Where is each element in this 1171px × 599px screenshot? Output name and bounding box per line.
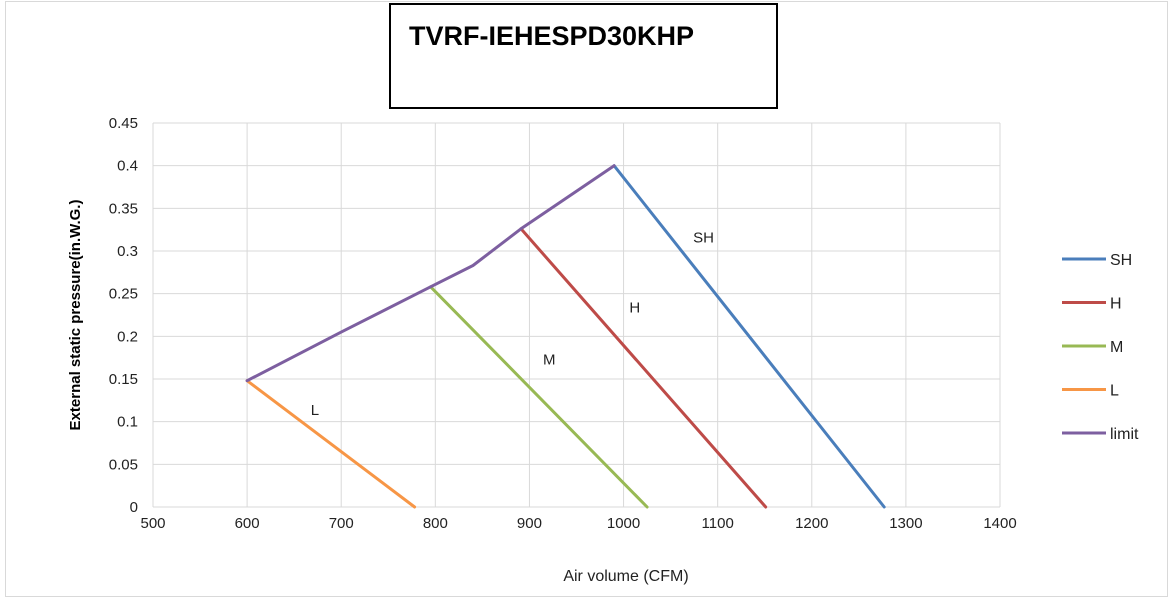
series-line-limit [245,164,616,383]
y-tick-label: 0.15 [109,371,138,388]
series-line-h [519,227,768,509]
annotation-label: L [311,402,319,419]
legend-label: M [1110,339,1123,356]
annotation-label: M [543,351,556,368]
x-tick-label: 800 [423,515,448,532]
y-tick-label: 0.25 [109,286,138,303]
y-tick-label: 0.45 [109,115,138,132]
series-lines [245,164,886,509]
x-tick-label: 1200 [795,515,828,532]
line-annotations: SH H M L [311,229,714,418]
x-tick-label: 1400 [983,515,1016,532]
x-tick-label: 700 [329,515,354,532]
y-tick-label: 0.1 [117,414,138,431]
x-tick-label: 1000 [607,515,640,532]
x-tick-label: 600 [235,515,260,532]
y-tick-label: 0.3 [117,243,138,260]
annotation-label: SH [693,229,714,246]
y-tick-label: 0.35 [109,200,138,217]
grid-lines [152,122,1001,508]
series-line-l [245,379,417,509]
x-tick-label: 900 [517,515,542,532]
x-tick-label: 1100 [702,515,734,532]
x-tick-label: 1300 [889,515,922,532]
legend-label: H [1110,296,1122,313]
x-axis-title: Air volume (CFM) [563,568,688,585]
chart-title: TVRF-IEHESPD30KHP [409,21,695,51]
series-line-m [429,285,649,509]
legend-label: L [1110,383,1119,400]
y-axis-title: External static pressure(in.W.G.) [67,200,84,431]
x-tick-label: 500 [140,515,165,532]
series-line-sh [612,164,886,509]
y-tick-label: 0 [130,499,138,516]
y-tick-label: 0.2 [117,328,138,345]
chart-title-box: TVRF-IEHESPD30KHP [389,3,778,109]
y-tick-label: 0.05 [109,456,138,473]
tick-labels: 500 600 700 800 900 1000 1100 1200 1300 1400 0 0.05… [109,115,1017,532]
annotation-label: H [629,299,640,316]
y-tick-label: 0.4 [117,158,138,175]
legend-label: SH [1110,252,1132,269]
legend-label: limit [1110,426,1139,443]
